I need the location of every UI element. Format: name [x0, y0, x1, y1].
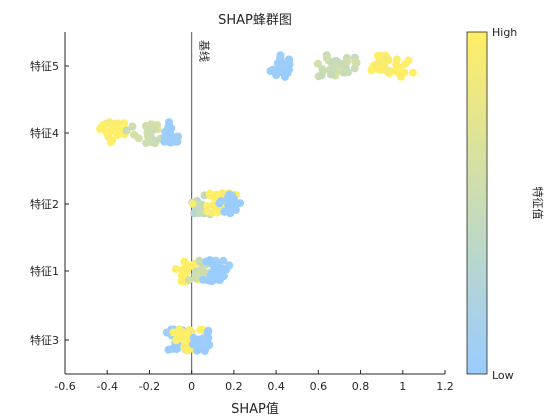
shap-point [343, 68, 352, 77]
shap-point [212, 207, 221, 216]
shap-point [392, 59, 401, 68]
shap-point [164, 345, 173, 354]
shap-point [171, 265, 180, 274]
shap-point [180, 338, 189, 346]
shap-point [327, 70, 335, 79]
shap-point [207, 277, 216, 286]
shap-point [173, 137, 182, 146]
x-tick-label: 0.4 [267, 380, 285, 393]
colorbar-low-label: Low [492, 369, 514, 382]
shap-point [228, 191, 237, 200]
x-axis-ticks: -0.6 -0.4 -0.2 0 0.2 0.4 0.6 0.8 1 1.2 [54, 370, 454, 393]
x-axis-label: SHAP值 [231, 401, 279, 417]
shap-point [147, 120, 156, 129]
shap-point [385, 66, 394, 75]
shap-point [329, 60, 338, 69]
shap-point [216, 197, 225, 206]
shap-point [409, 68, 417, 77]
x-tick-label: 0.6 [310, 380, 328, 393]
shap-point [380, 54, 389, 63]
shap-point [173, 344, 182, 353]
shap-point [374, 58, 383, 67]
shap-point [401, 60, 409, 69]
shap-point [122, 126, 131, 135]
shap-point [195, 269, 204, 277]
shap-point [376, 65, 385, 74]
y-tick-label: 特征4 [30, 126, 59, 140]
x-tick-label: 1 [399, 380, 406, 393]
shap-point [180, 331, 189, 340]
shap-point [178, 266, 186, 275]
shap-point [144, 138, 153, 146]
x-tick-label: -0.4 [96, 380, 117, 393]
shap-point [319, 67, 328, 75]
shap-point [120, 119, 129, 128]
colorbar-high-label: High [492, 26, 517, 39]
shap-point [313, 59, 322, 68]
shap-point [165, 118, 173, 127]
x-tick-label: 1.2 [436, 380, 454, 393]
shap-point [279, 61, 287, 69]
shap-point [230, 202, 239, 211]
y-tick-label: 特征3 [30, 333, 59, 347]
shap-point [284, 56, 293, 65]
shap-point [208, 191, 217, 200]
shap-point [236, 199, 245, 208]
shap-point [113, 119, 122, 128]
shap-point [199, 275, 208, 284]
y-tick-label: 特征5 [30, 59, 59, 73]
shap-point [195, 335, 204, 344]
shap-point [169, 328, 178, 337]
shap-point [268, 65, 277, 74]
shap-point [106, 138, 115, 147]
shap-point [202, 257, 211, 266]
shap-point [183, 346, 192, 355]
shap-point [219, 264, 228, 273]
shap-point [322, 54, 331, 62]
y-axis-ticks: 特征5 特征4 特征2 特征1 特征3 [30, 59, 69, 347]
baseline-label: 基线 [198, 40, 212, 62]
shap-point [280, 72, 289, 81]
colorbar-title: 特征值 [531, 187, 545, 220]
shap-point [130, 130, 138, 139]
shap-point [203, 207, 212, 216]
data-points [96, 51, 417, 355]
shap-point [342, 57, 351, 66]
x-tick-label: 0 [188, 380, 195, 393]
shap-point [128, 122, 137, 131]
shap-point [195, 209, 204, 218]
shap-point [196, 258, 205, 267]
shap-point [351, 57, 360, 66]
shap-point [160, 133, 169, 142]
shap-point [188, 199, 197, 208]
shap-point [284, 65, 293, 74]
shap-point [180, 257, 189, 266]
shap-point [276, 52, 285, 61]
shap-point [177, 277, 186, 286]
shap-point [113, 131, 122, 140]
shap-point [194, 341, 203, 350]
shap-point [99, 121, 108, 129]
shap-point [184, 276, 193, 285]
y-tick-label: 特征1 [30, 264, 59, 278]
shap-point [367, 66, 376, 75]
chart-title: SHAP蜂群图 [218, 13, 292, 28]
x-tick-label: -0.2 [139, 380, 160, 393]
shap-point [209, 266, 218, 275]
shap-point [145, 130, 153, 139]
x-tick-label: -0.6 [54, 380, 75, 393]
x-tick-label: 0.8 [352, 380, 370, 393]
shap-point [165, 128, 174, 137]
y-tick-label: 特征2 [30, 197, 59, 211]
x-tick-label: 0.2 [225, 380, 243, 393]
shap-point [204, 326, 213, 335]
colorbar [466, 31, 488, 375]
shap-point [394, 68, 403, 77]
shap-point [200, 340, 209, 349]
